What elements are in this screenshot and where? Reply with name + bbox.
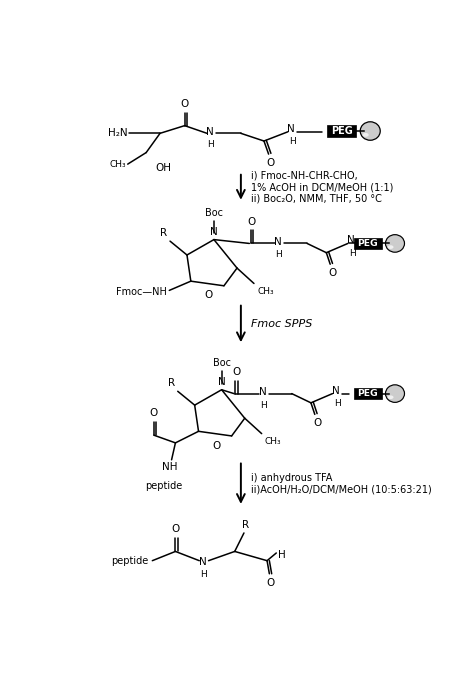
- Text: N: N: [274, 237, 282, 247]
- Ellipse shape: [388, 245, 393, 249]
- Text: Fmoc—NH: Fmoc—NH: [116, 287, 167, 297]
- Text: H: H: [289, 137, 296, 146]
- Ellipse shape: [385, 384, 405, 403]
- Text: O: O: [204, 290, 212, 301]
- Text: N: N: [332, 385, 339, 396]
- Ellipse shape: [362, 133, 368, 137]
- Text: H: H: [207, 140, 214, 149]
- Text: N: N: [210, 227, 218, 237]
- Text: O: O: [266, 577, 274, 588]
- Text: Boc: Boc: [212, 358, 231, 369]
- Text: H: H: [275, 251, 282, 260]
- Text: H: H: [349, 249, 356, 258]
- Text: O: O: [150, 408, 158, 418]
- Text: N: N: [198, 557, 206, 567]
- Text: PEG: PEG: [358, 239, 378, 248]
- Text: N: N: [347, 235, 355, 246]
- Text: R: R: [167, 378, 175, 388]
- Text: Fmoc SPPS: Fmoc SPPS: [251, 319, 312, 328]
- Text: O: O: [329, 268, 337, 278]
- Text: peptide: peptide: [145, 482, 182, 491]
- Text: CH₃: CH₃: [265, 437, 282, 446]
- Text: O: O: [313, 418, 321, 428]
- Text: CH₃: CH₃: [257, 287, 274, 296]
- Text: N: N: [218, 378, 226, 387]
- Text: O: O: [248, 217, 256, 226]
- Text: i) anhydrous TFA
ii)AcOH/H₂O/DCM/MeOH (10:5:63:21): i) anhydrous TFA ii)AcOH/H₂O/DCM/MeOH (1…: [251, 473, 431, 495]
- Ellipse shape: [388, 396, 393, 399]
- Text: O: O: [171, 525, 180, 534]
- Text: O: O: [266, 158, 274, 168]
- FancyBboxPatch shape: [327, 125, 356, 137]
- Ellipse shape: [360, 121, 380, 140]
- Text: OH: OH: [156, 163, 172, 174]
- Text: H: H: [260, 400, 266, 409]
- Text: N: N: [258, 387, 266, 397]
- Text: O: O: [212, 441, 220, 450]
- Text: R: R: [242, 520, 249, 530]
- Text: H: H: [278, 550, 286, 559]
- Text: PEG: PEG: [331, 126, 352, 136]
- FancyBboxPatch shape: [354, 237, 382, 249]
- Text: O: O: [232, 366, 240, 377]
- FancyBboxPatch shape: [354, 388, 382, 400]
- Text: H: H: [334, 399, 340, 408]
- Text: O: O: [180, 99, 189, 109]
- Text: PEG: PEG: [358, 389, 378, 398]
- Text: R: R: [160, 228, 167, 238]
- Text: N: N: [206, 127, 214, 137]
- Text: H₂N: H₂N: [108, 128, 128, 138]
- Text: H: H: [201, 570, 207, 579]
- Text: CH₃: CH₃: [110, 160, 126, 169]
- Text: NH: NH: [162, 462, 178, 472]
- Text: N: N: [287, 124, 295, 134]
- Text: i) Fmoc-NH-CHR-CHO,
1% AcOH in DCM/MeOH (1:1)
ii) Boc₂O, NMM, THF, 50 °C: i) Fmoc-NH-CHR-CHO, 1% AcOH in DCM/MeOH …: [251, 171, 393, 204]
- Ellipse shape: [385, 235, 405, 252]
- Text: peptide: peptide: [111, 556, 149, 566]
- Text: Boc: Boc: [205, 208, 223, 218]
